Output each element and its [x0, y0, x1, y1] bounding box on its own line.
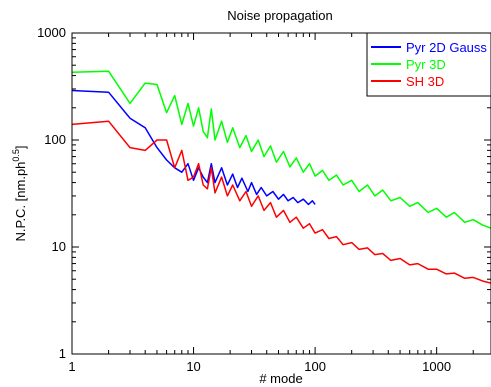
y-axis-label-end: ]	[13, 145, 28, 149]
legend-label-0: Pyr 2D Gauss	[406, 40, 487, 55]
legend-items: Pyr 2D Gauss Pyr 3D SH 3D	[371, 40, 487, 89]
legend-label-2: SH 3D	[406, 74, 444, 89]
y-tick-label: 1000	[37, 25, 66, 40]
legend-label-1: Pyr 3D	[406, 57, 446, 72]
axes-layer: 1 10 100 1000 1 10 100 1000	[37, 25, 491, 374]
x-tick-label: 100	[304, 359, 326, 374]
x-tick-label: 1000	[422, 359, 451, 374]
chart-title: Noise propagation	[227, 8, 333, 23]
series-line-0	[71, 89, 316, 206]
y-axis-label: N.P.C. [nm.ph0.5]	[11, 145, 28, 241]
x-tick-label: 1	[68, 359, 75, 374]
x-axis-label: # mode	[259, 371, 302, 386]
plot-frame	[71, 32, 491, 355]
y-tick-label: 1	[59, 346, 66, 361]
y-axis-label-main: N.P.C. [nm.ph	[13, 162, 28, 242]
legend: Pyr 2D Gauss Pyr 3D SH 3D	[366, 32, 491, 97]
series-line-1	[71, 70, 491, 229]
series-line-2	[71, 120, 491, 284]
y-tick-label: 10	[52, 239, 66, 254]
x-tick-label: 10	[186, 359, 200, 374]
y-tick-label: 100	[44, 132, 66, 147]
series-layer	[71, 70, 491, 284]
y-axis-label-superscript: 0.5	[11, 149, 21, 162]
